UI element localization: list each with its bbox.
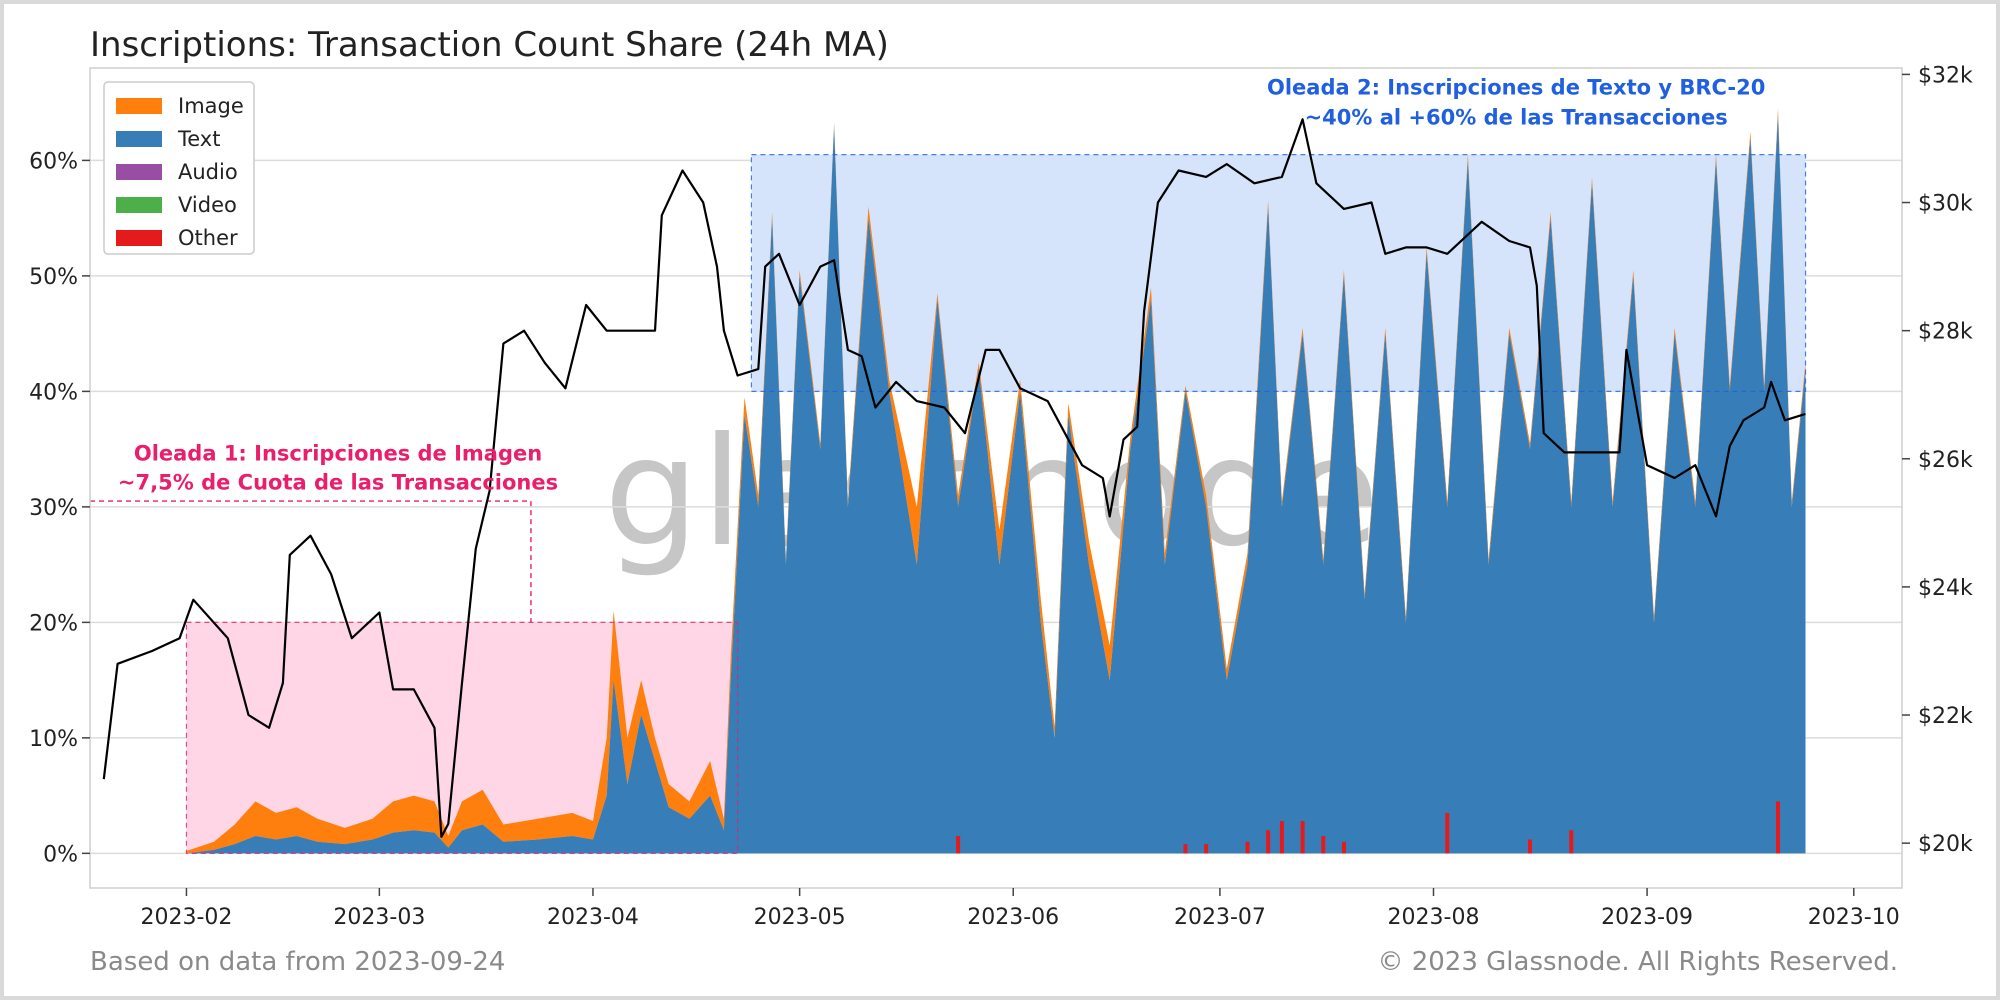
annotation-wave1-line1: Oleada 1: Inscripciones de Imagen xyxy=(134,442,542,466)
other-series-bar xyxy=(1204,844,1209,854)
other-series-bar xyxy=(1569,830,1574,854)
annotation-wave1-line2: ~7,5% de Cuota de las Transacciones xyxy=(118,471,558,495)
other-series-bar xyxy=(1775,801,1780,854)
x-tick-label: 2023-05 xyxy=(754,905,846,930)
annotation-wave2-line2: ~40% al +60% de las Transacciones xyxy=(1305,106,1728,130)
x-tick-label: 2023-07 xyxy=(1174,905,1266,930)
axes: 0% 10% 20% 30% 40% 50% 60% $20k $22k $24k $26k $28k… xyxy=(29,63,1973,930)
plot-frame xyxy=(89,67,1903,889)
y-left-tick-label: 40% xyxy=(29,380,78,405)
annotation-box-border xyxy=(185,621,739,854)
legend-swatch xyxy=(116,230,162,246)
annotation-wave2-line1: Oleada 2: Inscripciones de Texto y BRC-2… xyxy=(1267,76,1765,100)
legend-swatch xyxy=(116,164,162,180)
copyright-note: © 2023 Glassnode. All Rights Reserved. xyxy=(1377,947,1898,977)
other-series-bar xyxy=(1183,844,1188,854)
legend-swatch xyxy=(116,131,162,147)
y-right-tick-label: $32k xyxy=(1918,63,1973,88)
price-line-group xyxy=(102,118,1806,838)
legend: Image Text Audio Video Other xyxy=(103,81,255,255)
y-left-tick-label: 60% xyxy=(29,149,78,174)
y-left-tick-label: 50% xyxy=(29,265,78,290)
area-series xyxy=(186,108,1806,854)
x-tick-label: 2023-08 xyxy=(1388,905,1480,930)
annotation-box xyxy=(751,154,1806,392)
annotation-labels: Oleada 1: Inscripciones de Imagen ~7,5% d… xyxy=(118,76,1765,495)
legend-swatch xyxy=(116,197,162,213)
legend-label: Audio xyxy=(178,160,238,184)
y-right-tick-label: $20k xyxy=(1918,832,1973,857)
x-tick-label: 2023-02 xyxy=(140,905,232,930)
x-tick-label: 2023-06 xyxy=(967,905,1059,930)
chart-title: Inscriptions: Transaction Count Share (2… xyxy=(90,25,889,65)
other-series-bar xyxy=(1321,836,1326,854)
x-tick-label: 2023-04 xyxy=(547,905,639,930)
chart-svg: Inscriptions: Transaction Count Share (2… xyxy=(29,25,1973,977)
other-series-bar xyxy=(1527,839,1532,854)
chart-card: Inscriptions: Transaction Count Share (2… xyxy=(4,4,1996,996)
y-right-tick-label: $28k xyxy=(1918,320,1973,345)
annotation-borders xyxy=(90,154,1807,854)
x-tick-label: 2023-03 xyxy=(333,905,425,930)
legend-label: Other xyxy=(178,226,238,250)
y-left-tick-label: 20% xyxy=(29,611,78,636)
x-tick-label: 2023-10 xyxy=(1808,905,1900,930)
other-series-bar xyxy=(1279,821,1284,854)
y-left-tick-label: 30% xyxy=(29,496,78,521)
source-note: Based on data from 2023-09-24 xyxy=(90,947,505,977)
y-right-tick-label: $24k xyxy=(1918,576,1973,601)
other-series-bar xyxy=(1300,821,1305,854)
legend-label: Image xyxy=(178,94,244,118)
x-tick-label: 2023-09 xyxy=(1601,905,1693,930)
other-series-bar xyxy=(956,836,961,854)
y-right-tick-label: $22k xyxy=(1918,704,1973,729)
annotation-connector xyxy=(90,500,532,623)
annotation-box-border xyxy=(750,154,1807,392)
y-left-tick-label: 10% xyxy=(29,727,78,752)
legend-label: Text xyxy=(177,127,220,151)
legend-label: Video xyxy=(178,193,237,217)
text-series-area xyxy=(186,114,1806,854)
other-series-bar xyxy=(1341,841,1346,854)
other-series-bar xyxy=(1266,830,1271,854)
y-right-tick-label: $30k xyxy=(1918,192,1973,217)
y-left-tick-label: 0% xyxy=(43,842,78,867)
other-series-bar xyxy=(1445,812,1450,854)
legend-swatch xyxy=(116,98,162,114)
other-series-bar xyxy=(1245,841,1250,854)
price-line xyxy=(102,118,1806,838)
y-right-tick-label: $26k xyxy=(1918,448,1973,473)
